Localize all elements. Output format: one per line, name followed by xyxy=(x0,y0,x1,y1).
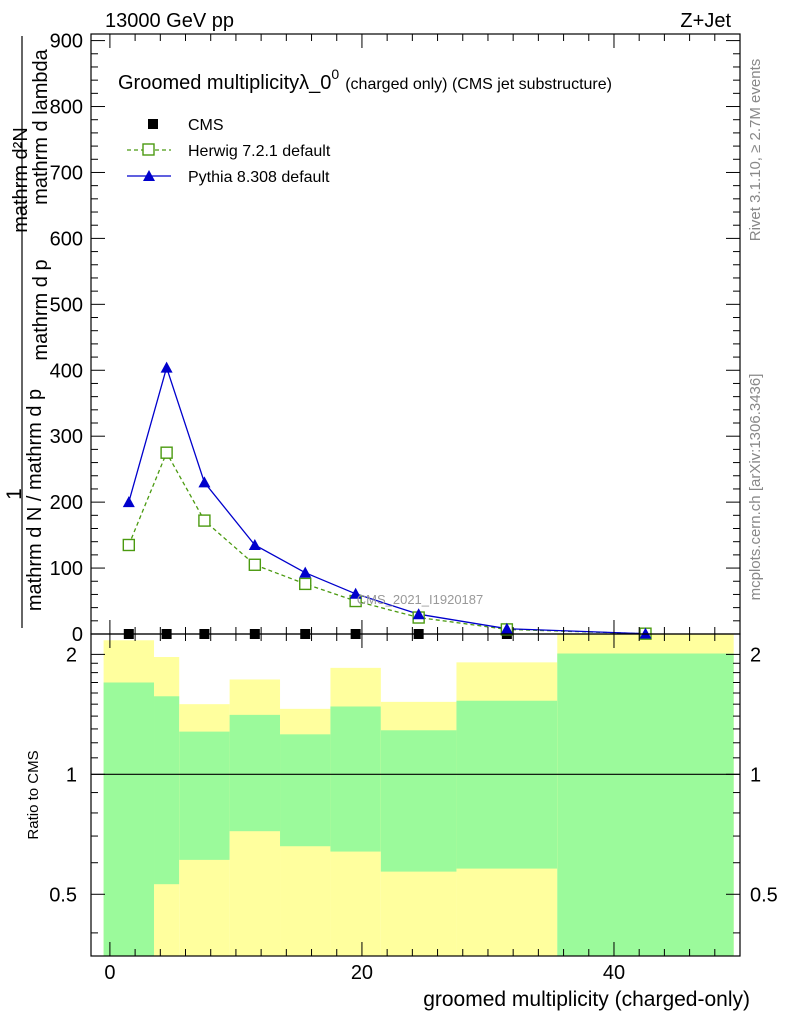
main-y-tick-label: 700 xyxy=(50,162,83,184)
legend-label-cms: CMS xyxy=(188,117,224,134)
pythia-point-0 xyxy=(122,496,135,508)
ratio-y-tick-label: 2 xyxy=(66,644,77,666)
main-y-tick-label: 300 xyxy=(50,426,83,448)
pythia-point-7 xyxy=(500,622,513,634)
main-y-tick-label: 500 xyxy=(50,294,83,316)
mcplots-citation-label: mcplots.cern.ch [arXiv:1306.3436] xyxy=(747,374,764,601)
legend: CMS Herwig 7.2.1 default Pythia 8.308 de… xyxy=(127,117,331,186)
ratio-band-stat-4 xyxy=(280,734,331,847)
header-right-label: Z+Jet xyxy=(680,10,731,32)
pythia-point-3 xyxy=(248,538,261,550)
ratio-band-stat-8 xyxy=(557,653,734,956)
main-y-tick-label: 900 xyxy=(50,31,83,53)
legend-label-pythia: Pythia 8.308 default xyxy=(188,169,330,186)
y-label-den-top: mathrm d lambda xyxy=(30,48,52,204)
ratio-y-tick-label: 0.5 xyxy=(49,884,77,906)
main-y-tick-label: 0 xyxy=(72,624,83,646)
x-tick-label: 0 xyxy=(104,962,115,984)
legend-label-herwig: Herwig 7.2.1 default xyxy=(188,143,331,160)
herwig-point-4 xyxy=(299,577,312,591)
main-y-axis-ticks: 0 100 200 300 400 500 600 700 800 900 xyxy=(50,31,741,646)
x-tick-label: 40 xyxy=(603,962,625,984)
ratio-band-stat-1 xyxy=(154,696,180,885)
chart-title-suffix: (charged only) (CMS jet substructure) xyxy=(345,76,612,93)
ratio-band-stat-5 xyxy=(330,706,381,852)
main-y-tick-label: 400 xyxy=(50,360,83,382)
pythia-point-2 xyxy=(198,476,211,488)
ratio-y-tick-label: 1 xyxy=(66,764,77,786)
ratio-band-stat-2 xyxy=(179,731,230,860)
ratio-y-axis-label: Ratio to CMS xyxy=(25,750,42,839)
ratio-y-axis-ticks: 0.5 0.5 1 1 2 2 xyxy=(49,644,778,934)
ratio-x-axis-ticks: 0 20 40 xyxy=(104,634,741,984)
chart-title-main: Groomed multiplicityλ_0 xyxy=(118,72,331,94)
y-label-top: mathrm d²N xyxy=(10,127,32,233)
ratio-band-stat-6 xyxy=(380,730,457,872)
ratio-y-tick-label-right: 1 xyxy=(750,764,761,786)
y-label-den-mid: mathrm d p xyxy=(30,259,52,360)
ratio-plot-frame xyxy=(90,633,741,957)
chart-title-superscript: 0 xyxy=(331,66,339,82)
legend-marker-herwig xyxy=(142,143,155,156)
herwig-point-3 xyxy=(248,558,262,571)
analysis-watermark: CMS_2021_I1920187 xyxy=(357,592,484,607)
pythia-point-4 xyxy=(299,566,312,578)
pythia-point-6 xyxy=(412,608,425,620)
ratio-band-stat-7 xyxy=(456,700,558,869)
legend-marker-cms xyxy=(148,119,158,129)
main-y-axis-label: 1 mathrm d²N mathrm d lambda mathrm d p … xyxy=(3,36,52,628)
pythia-point-5 xyxy=(349,587,362,599)
main-y-tick-label: 100 xyxy=(50,558,83,580)
pythia-point-8 xyxy=(639,627,652,639)
herwig-point-2 xyxy=(198,514,211,527)
y-label-numerator: 1 xyxy=(3,488,26,500)
main-y-tick-label: 600 xyxy=(50,228,83,250)
x-axis-label: groomed multiplicity (charged-only) xyxy=(423,988,750,1011)
ratio-band-stat-0 xyxy=(103,682,155,956)
chart-title: Groomed multiplicityλ_00 (charged only) (… xyxy=(118,66,612,94)
pythia-point-1 xyxy=(160,361,173,373)
ratio-band-stat-3 xyxy=(229,714,281,832)
main-y-tick-label: 800 xyxy=(50,97,83,119)
ratio-bands xyxy=(103,634,734,956)
series-line-1 xyxy=(128,451,646,635)
main-y-tick-label: 200 xyxy=(50,492,83,514)
ratio-y-tick-label-right: 0.5 xyxy=(750,884,778,906)
y-label-den-bottom: mathrm d N / mathrm d p xyxy=(24,389,46,611)
x-tick-label: 20 xyxy=(351,962,373,984)
herwig-point-0 xyxy=(122,538,136,552)
legend-marker-pythia xyxy=(143,170,155,181)
header-left-label: 13000 GeV pp xyxy=(105,10,234,32)
herwig-point-1 xyxy=(160,446,173,459)
ratio-y-tick-label-right: 2 xyxy=(750,644,761,666)
rivet-version-label: Rivet 3.1.10, ≥ 2.7M events xyxy=(747,59,764,242)
